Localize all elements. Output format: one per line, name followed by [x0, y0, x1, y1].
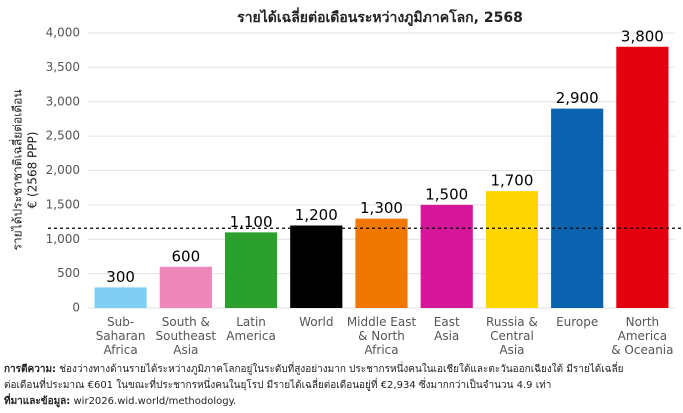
value-label: 1,500 [425, 185, 468, 203]
y-label-line: รายได้ประชาชาติเฉลี่ยต่อเดือน [9, 89, 25, 250]
value-label: 1,700 [490, 172, 533, 190]
value-label: 1,200 [295, 206, 338, 224]
x-tick-line: Saharan [96, 329, 146, 343]
y-tick-label: 2,500 [46, 129, 80, 143]
source-text: wir2026.wid.world/methodology. [74, 396, 237, 407]
source-line: ที่มาและข้อมูล: wir2026.wid.world/method… [4, 393, 236, 408]
x-tick-line: South & [162, 315, 210, 329]
x-tick-line: Asia [434, 329, 459, 343]
x-tick-line: Sub- [107, 315, 134, 329]
bar [224, 232, 278, 308]
value-label: 300 [106, 268, 135, 286]
y-tick-label: 2,000 [46, 163, 80, 177]
bar [290, 225, 343, 308]
value-label: 3,800 [621, 27, 664, 45]
value-label: 2,900 [556, 89, 599, 107]
x-tick-line: & Oceania [611, 343, 673, 357]
value-label: 1,100 [230, 213, 273, 231]
y-tick-label: 0 [72, 301, 80, 315]
y-tick-label: 4,000 [46, 26, 80, 40]
x-tick-label: World [299, 315, 333, 329]
y-tick-label: 3,000 [46, 94, 80, 108]
x-tick-label: Middle East & North Africa [347, 315, 417, 357]
y-label-line: € (2568 PPP) [26, 132, 40, 209]
chart-title: รายได้เฉลี่ยต่อเดือนระหว่างภูมิภาคโลก, 2… [237, 7, 523, 26]
y-tick-label: 3,500 [46, 60, 80, 74]
value-label: 1,300 [360, 199, 403, 217]
x-tick-line: & North [358, 329, 405, 343]
bar [485, 191, 539, 308]
y-axis-label: รายได้ประชาชาติเฉลี่ยต่อเดือน € (2568 PP… [9, 89, 40, 250]
x-tick-label: South & Southeast Asia [156, 315, 217, 357]
note-line: ต่อเดือนที่ประมาณ €601 ในขณะที่ประชากรหน… [4, 377, 551, 391]
x-tick-line: Middle East [347, 315, 417, 329]
bar [616, 46, 669, 308]
note-text: ช่องว่างทางด้านรายได้ระหว่างภูมิภาคโลกอย… [59, 361, 623, 375]
source-label: ที่มาและข้อมูล: [4, 393, 70, 408]
x-tick-line: Asia [499, 343, 524, 357]
bar [355, 218, 408, 308]
x-tick-label: East Asia [434, 315, 460, 343]
value-label: 600 [172, 247, 201, 265]
x-tick-line: East [434, 315, 460, 329]
x-tick-label: Sub-Saharan Africa [96, 315, 146, 357]
x-tick-line: Africa [103, 343, 137, 357]
x-tick-line: Central [490, 329, 534, 343]
x-tick-line: America [226, 329, 276, 343]
y-tick-label: 1,500 [46, 197, 80, 211]
x-tick-line: America [618, 329, 668, 343]
x-tick-line: North [626, 315, 660, 329]
y-tick-label: 500 [57, 266, 80, 280]
x-tick-line: Asia [173, 343, 198, 357]
x-tick-line: World [299, 315, 333, 329]
x-tick-line: Latin [236, 315, 266, 329]
x-tick-line: Europe [556, 315, 598, 329]
x-tick-label: Europe [556, 315, 598, 329]
bar [551, 108, 604, 308]
y-tick-label: 1,000 [46, 232, 80, 246]
bar [159, 266, 212, 308]
x-tick-label: Latin America [226, 315, 276, 343]
bar [420, 204, 473, 308]
x-tick-line: Russia & [486, 315, 538, 329]
x-tick-label: North America & Oceania [611, 315, 673, 357]
x-tick-label: Russia & Central Asia [486, 315, 538, 357]
bar [94, 287, 147, 308]
x-tick-line: Southeast [156, 329, 217, 343]
x-tick-line: Africa [364, 343, 398, 357]
note-line: การตีความ: ช่องว่างทางด้านรายได้ระหว่างภ… [4, 361, 623, 375]
note-label: การตีความ: [4, 363, 56, 375]
